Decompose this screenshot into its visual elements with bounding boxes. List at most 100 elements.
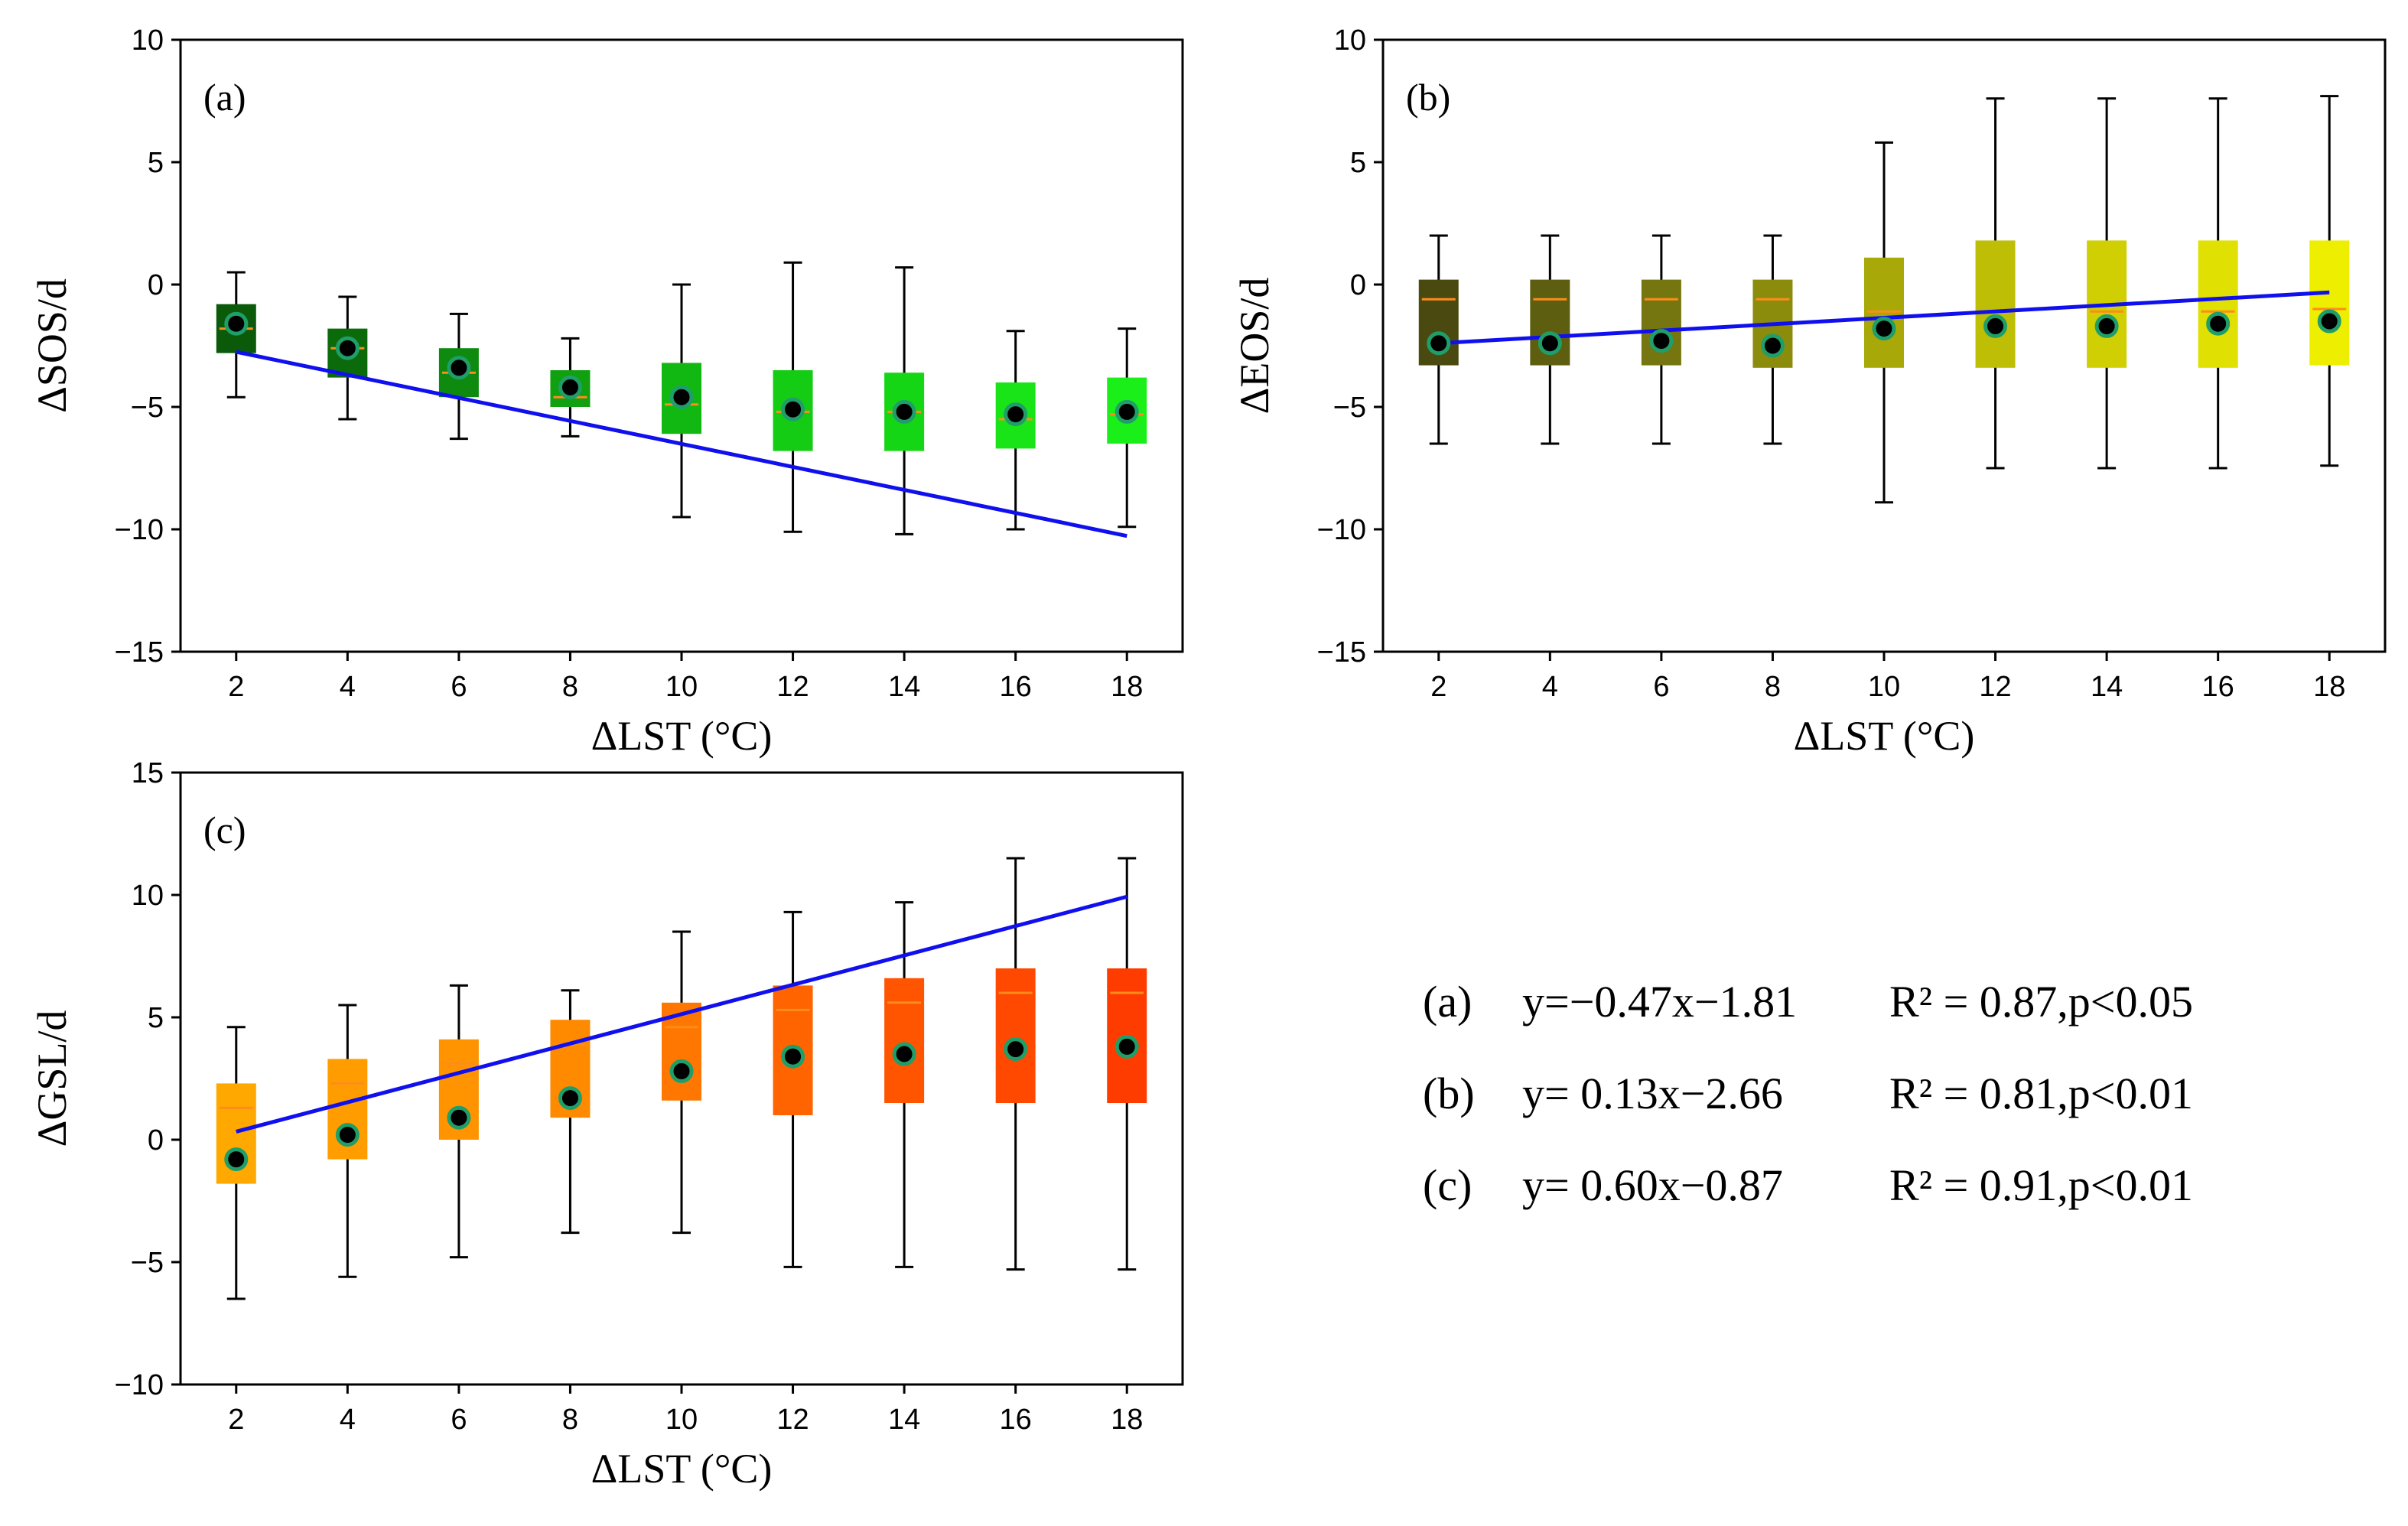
y-axis-label: ΔGSL/d (29, 1010, 75, 1147)
y-tick-label: −10 (115, 1369, 164, 1401)
box-iqr (995, 968, 1036, 1103)
x-axis-label: ΔLST (°C) (1794, 713, 1975, 759)
mean-marker (224, 1147, 249, 1172)
box-8 (550, 989, 591, 1235)
x-tick-label: 12 (1979, 671, 2011, 703)
y-tick-label: 0 (1350, 269, 1366, 301)
box-14 (884, 901, 925, 1268)
mean-marker (1760, 334, 1785, 358)
mean-marker (781, 1044, 805, 1069)
mean-marker (669, 385, 694, 409)
x-tick-label: 16 (1000, 671, 1032, 703)
y-tick-label: −5 (1333, 392, 1366, 424)
y-tick-label: −10 (115, 514, 164, 546)
mean-marker (1649, 329, 1674, 353)
x-tick-label: 10 (665, 671, 698, 703)
y-tick-label: 0 (148, 1124, 164, 1157)
y-tick-label: −10 (1317, 514, 1366, 546)
x-tick-label: 16 (2202, 671, 2234, 703)
mean-marker (1115, 399, 1139, 424)
x-tick-label: 8 (562, 1404, 578, 1436)
mean-marker (1983, 314, 2008, 338)
equation-tag: (c) (1423, 1160, 1472, 1210)
x-tick-label: 16 (1000, 1404, 1032, 1436)
x-tick-label: 14 (2091, 671, 2123, 703)
x-tick-label: 8 (562, 671, 578, 703)
box-18 (1107, 857, 1147, 1271)
x-tick-label: 2 (1430, 671, 1446, 703)
x-tick-label: 2 (228, 1404, 244, 1436)
y-tick-label: 5 (1350, 147, 1366, 179)
mean-marker (892, 1042, 916, 1066)
y-axis-label: ΔSOS/d (29, 278, 75, 413)
mean-marker (892, 399, 916, 424)
x-axis-label: ΔLST (°C) (591, 713, 773, 759)
x-tick-label: 10 (1868, 671, 1900, 703)
mean-marker (669, 1059, 694, 1083)
mean-marker (335, 336, 360, 360)
panel-b-chart: 10 5 0 −5 −10 −15 2 4 6 8 10 12 14 16 18 ΔLST (°C) ΔEOS/… (1232, 24, 2387, 759)
box-18 (1107, 327, 1147, 529)
box-iqr (2198, 240, 2238, 368)
mean-marker (2317, 309, 2341, 334)
mean-marker (1872, 317, 1896, 341)
mean-marker (335, 1123, 360, 1147)
y-tick-label: −5 (131, 1247, 164, 1279)
equation-stats: R² = 0.81,p<0.01 (1889, 1069, 2193, 1118)
y-tick-label: −15 (1317, 636, 1366, 669)
x-axis-label: ΔLST (°C) (591, 1446, 773, 1492)
y-tick-label: 10 (132, 24, 164, 57)
box-iqr (1975, 240, 2016, 368)
y-tick-label: 0 (148, 269, 164, 301)
equation-tag: (a) (1423, 977, 1472, 1027)
mean-marker (558, 375, 582, 399)
x-tick-label: 14 (888, 671, 920, 703)
panel-a-chart: 10 5 0 −5 −10 −15 2 4 6 8 10 12 14 16 18 ΔLST (°C) ΔSOS/… (29, 24, 1184, 759)
x-tick-label: 4 (340, 671, 356, 703)
equation-formula: y= 0.60x−0.87 (1522, 1160, 1783, 1210)
y-tick-label: 10 (1334, 24, 1366, 57)
mean-marker (558, 1086, 582, 1111)
x-tick-label: 12 (776, 1404, 809, 1436)
y-tick-label: −5 (131, 392, 164, 424)
x-tick-label: 6 (451, 671, 467, 703)
box-12 (773, 910, 813, 1268)
mean-marker (447, 1105, 471, 1130)
equation-row-a: (a) y=−0.47x−1.81 R² = 0.87,p<0.05 (1423, 968, 2341, 1059)
box-16 (995, 330, 1036, 531)
panel-tag: (b) (1406, 76, 1450, 119)
x-tick-label: 18 (2313, 671, 2345, 703)
x-tick-label: 4 (1542, 671, 1558, 703)
box-16 (2198, 97, 2238, 470)
y-tick-label: 15 (132, 757, 164, 789)
box-18 (2309, 95, 2350, 467)
box-12 (773, 261, 813, 533)
x-tick-label: 6 (1653, 671, 1669, 703)
equation-stats: R² = 0.87,p<0.05 (1889, 977, 2193, 1027)
box-iqr (2309, 240, 2350, 366)
box-12 (1975, 97, 2016, 470)
equation-stats: R² = 0.91,p<0.01 (1889, 1160, 2193, 1210)
panel-tag: (c) (203, 809, 246, 851)
box-14 (2087, 97, 2127, 470)
equation-formula: y= 0.13x−2.66 (1522, 1069, 1783, 1118)
x-tick-label: 2 (228, 671, 244, 703)
regression-equations: (a) y=−0.47x−1.81 R² = 0.87,p<0.05 (b) y… (1423, 968, 2341, 1243)
mean-marker (1538, 331, 1562, 356)
x-tick-label: 12 (776, 671, 809, 703)
equation-tag: (b) (1423, 1069, 1475, 1118)
y-axis-label: ΔEOS/d (1232, 278, 1277, 415)
box-16 (995, 857, 1036, 1271)
x-tick-label: 8 (1765, 671, 1781, 703)
equation-row-c: (c) y= 0.60x−0.87 R² = 0.91,p<0.01 (1423, 1151, 2341, 1243)
x-tick-label: 4 (340, 1404, 356, 1436)
panel-tag: (a) (203, 76, 246, 119)
x-tick-label: 18 (1111, 671, 1143, 703)
y-tick-label: 10 (132, 880, 164, 912)
equation-formula: y=−0.47x−1.81 (1522, 977, 1798, 1027)
box-iqr (884, 978, 925, 1103)
mean-marker (447, 356, 471, 380)
box-iqr (1864, 257, 1904, 368)
mean-marker (1115, 1034, 1139, 1059)
